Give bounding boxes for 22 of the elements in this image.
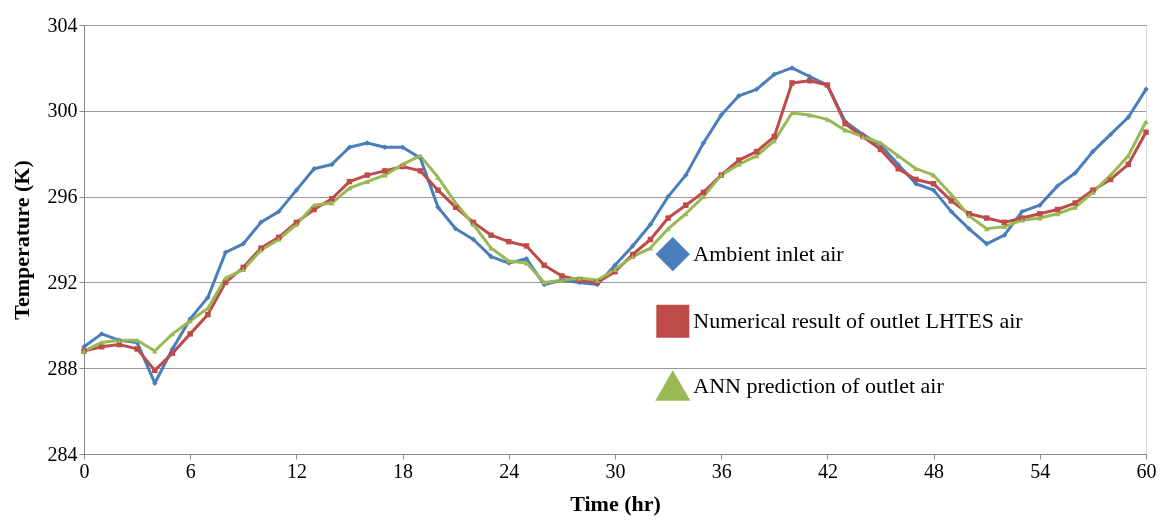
y-axis-title: Temperature (K)	[8, 160, 34, 320]
y-tick-label: 300	[47, 99, 78, 122]
y-tick-label: 304	[47, 13, 78, 36]
x-tick-label: 0	[79, 459, 90, 482]
y-tick-label: 288	[47, 356, 78, 379]
x-tick-label: 48	[924, 459, 945, 482]
y-tick-label: 284	[47, 442, 78, 465]
legend-label: Ambient inlet air	[693, 241, 845, 267]
x-tick-label: 30	[605, 459, 626, 482]
x-tick-label: 18	[393, 459, 414, 482]
y-tick-label: 292	[47, 270, 78, 293]
x-tick-label: 54	[1030, 459, 1051, 482]
x-tick-label: 24	[499, 459, 520, 482]
x-tick-label: 60	[1136, 459, 1157, 482]
x-tick-label: 6	[185, 459, 196, 482]
legend-label: Numerical result of outlet LHTES air	[693, 308, 1024, 334]
y-tick-label: 296	[47, 185, 78, 208]
legend-label: ANN prediction of outlet air	[693, 373, 945, 399]
x-tick-label: 12	[286, 459, 307, 482]
x-tick-label: 36	[711, 459, 732, 482]
x-tick-label: 42	[817, 459, 838, 482]
x-axis-title: Time (hr)	[570, 490, 661, 516]
